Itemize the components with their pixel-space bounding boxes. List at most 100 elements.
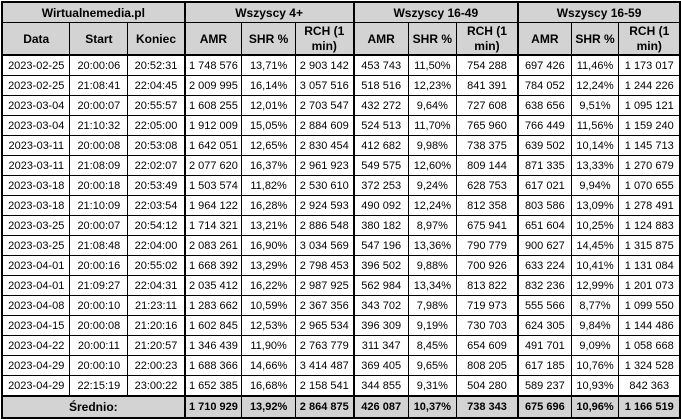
table-cell: 11,82% (241, 175, 297, 196)
group-header-wszyscy-16-59: Wszyscy 16-59 (517, 1, 681, 23)
table-cell: 1 058 668 (618, 335, 681, 356)
column-header-start: Start (69, 22, 129, 56)
table-cell: 2023-03-04 (1, 95, 71, 116)
table-cell: 727 608 (455, 95, 519, 116)
table-cell: 1 283 662 (183, 295, 243, 316)
table-row: 2023-04-29 20:00:10 22:00:23 1 688 366 14,66… (1, 355, 681, 376)
table-cell: 20:00:10 (69, 355, 129, 376)
table-cell: 617 021 (517, 175, 572, 196)
table-cell: 20:00:11 (69, 335, 129, 356)
table-cell: 20:00:06 (69, 54, 129, 76)
table-cell: 1 070 655 (618, 175, 681, 196)
table-cell: 3 414 487 (295, 355, 354, 376)
table-cell: 12,01% (241, 95, 297, 116)
table-cell: 654 609 (455, 335, 519, 356)
table-cell: 628 753 (455, 175, 519, 196)
table-row: 2023-03-04 20:00:07 20:55:57 1 608 255 12,01… (1, 95, 681, 116)
table-cell: 21:20:16 (127, 315, 186, 336)
table-cell: 719 973 (455, 295, 519, 316)
table-cell: 10,41% (570, 255, 620, 276)
table-cell: 765 960 (455, 115, 519, 136)
table-cell: 2 077 620 (183, 155, 243, 176)
table-cell: 1 748 576 (183, 54, 243, 76)
table-cell: 20:55:02 (127, 255, 186, 276)
table-cell: 700 926 (455, 255, 519, 276)
average-shr-16-59: 10,96% (570, 395, 620, 419)
table-cell: 13,36% (407, 235, 457, 256)
table-cell: 20:55:57 (127, 95, 186, 116)
table-row: 2023-04-08 20:00:10 21:23:11 1 283 662 10,59… (1, 295, 681, 316)
table-cell: 2023-03-25 (1, 235, 71, 256)
table-cell: 22:03:54 (127, 195, 186, 216)
table-cell: 524 513 (352, 115, 409, 136)
table-cell: 9,31% (407, 375, 457, 397)
table-row: 2023-03-18 20:00:18 20:53:49 1 503 574 11,82… (1, 175, 681, 196)
table-cell: 21:23:11 (127, 295, 186, 316)
table-cell: 808 205 (455, 355, 519, 376)
table-cell: 21:08:41 (69, 75, 129, 96)
table-cell: 20:00:10 (69, 295, 129, 316)
table-row: 2023-04-22 20:00:11 21:20:57 1 346 439 11,90… (1, 335, 681, 356)
table-cell: 900 627 (517, 235, 572, 256)
table-cell: 803 586 (517, 195, 572, 216)
table-cell: 11,90% (241, 335, 297, 356)
table-cell: 738 375 (455, 135, 519, 156)
average-rch-16-49: 738 343 (455, 395, 519, 419)
table-cell: 624 305 (517, 315, 572, 336)
group-header-row: Wirtualnemedia.pl Wszyscy 4+ Wszyscy 16-… (1, 1, 681, 23)
table-cell: 1 714 321 (183, 215, 243, 236)
table-cell: 2023-04-01 (1, 275, 71, 296)
table-cell: 2 035 412 (183, 275, 243, 296)
table-cell: 1 173 017 (618, 54, 681, 76)
table-cell: 2 798 453 (295, 255, 354, 276)
table-cell: 675 941 (455, 215, 519, 236)
table-cell: 16,68% (241, 375, 297, 397)
table-cell: 20:00:18 (69, 175, 129, 196)
table-cell: 369 405 (352, 355, 409, 376)
table-cell: 9,94% (570, 175, 620, 196)
table-cell: 813 822 (455, 275, 519, 296)
table-cell: 12,60% (407, 155, 457, 176)
table-cell: 311 347 (352, 335, 409, 356)
table-cell: 1 912 009 (183, 115, 243, 136)
table-cell: 633 224 (517, 255, 572, 276)
table-cell: 2023-04-15 (1, 315, 71, 336)
table-cell: 1 324 528 (618, 355, 681, 376)
table-cell: 12,53% (241, 315, 297, 336)
table-cell: 1 964 122 (183, 195, 243, 216)
table-cell: 20:53:08 (127, 135, 186, 156)
table-cell: 589 237 (517, 375, 572, 397)
table-cell: 14,66% (241, 355, 297, 376)
table-cell: 812 358 (455, 195, 519, 216)
table-cell: 396 502 (352, 255, 409, 276)
table-cell: 2 903 142 (295, 54, 354, 76)
table-cell: 2023-03-04 (1, 115, 71, 136)
table-cell: 2023-02-25 (1, 54, 71, 76)
table-cell: 372 253 (352, 175, 409, 196)
table-cell: 21:10:32 (69, 115, 129, 136)
column-header-shr-16-59: SHR % (570, 22, 620, 56)
column-header-rch-16-59: RCH (1 min) (618, 22, 681, 56)
table-cell: 790 779 (455, 235, 519, 256)
average-row: Średnio: 1 710 929 13,92% 2 864 875 426 … (1, 395, 681, 419)
average-shr-4plus: 13,92% (241, 395, 297, 419)
table-cell: 12,23% (407, 75, 457, 96)
table-cell: 22:04:45 (127, 75, 186, 96)
table-row: 2023-02-25 20:00:06 20:52:31 1 748 576 13,71… (1, 54, 681, 76)
table-cell: 13,29% (241, 255, 297, 276)
table-cell: 20:00:07 (69, 215, 129, 236)
table-row: 2023-03-25 20:00:07 20:54:12 1 714 321 13,21… (1, 215, 681, 236)
table-cell: 8,45% (407, 335, 457, 356)
table-cell: 9,09% (570, 335, 620, 356)
table-cell: 549 575 (352, 155, 409, 176)
table-cell: 21:09:27 (69, 275, 129, 296)
table-cell: 2 924 593 (295, 195, 354, 216)
table-cell: 20:53:49 (127, 175, 186, 196)
table-cell: 784 052 (517, 75, 572, 96)
table-cell: 3 057 516 (295, 75, 354, 96)
table-cell: 2 961 923 (295, 155, 354, 176)
average-amr-16-49: 426 087 (352, 395, 409, 419)
table-cell: 23:00:22 (127, 375, 186, 397)
table-cell: 20:00:07 (69, 95, 129, 116)
